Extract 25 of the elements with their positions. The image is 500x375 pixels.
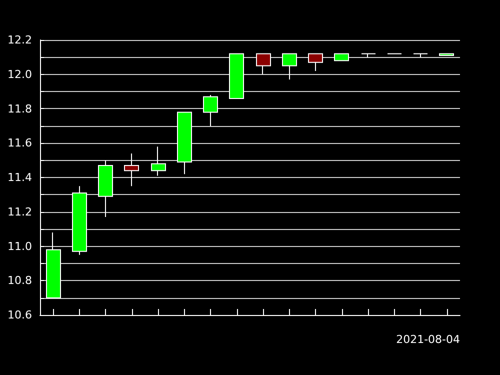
y-tick-label: 11.6 <box>8 136 32 150</box>
y-tick-label: 10.6 <box>8 308 32 322</box>
candlestick <box>413 53 428 58</box>
y-tick-label: 11.2 <box>8 205 32 218</box>
candlestick <box>229 53 244 99</box>
y-tick-label: 10.8 <box>8 274 32 288</box>
candlestick <box>203 94 218 126</box>
candlestick <box>151 146 166 176</box>
candlestick <box>439 53 454 56</box>
y-tick-label: 11.8 <box>8 102 32 116</box>
candlestick <box>308 53 323 72</box>
candlestick <box>98 160 113 218</box>
candlestick <box>256 53 271 75</box>
candlestick <box>282 53 297 80</box>
y-tick-label: 12.2 <box>8 34 32 46</box>
candlestick <box>177 112 192 175</box>
candlestick <box>72 186 87 256</box>
y-tick-label: 11.4 <box>8 171 32 184</box>
candlestick <box>361 53 376 58</box>
candlestick <box>334 53 349 62</box>
y-tick-label: 12.0 <box>8 68 32 81</box>
y-tick-label: 11.0 <box>8 240 32 253</box>
x-axis-title: 2021-08-04 <box>396 333 460 346</box>
candlestick <box>46 232 61 298</box>
candlestick <box>124 152 139 187</box>
